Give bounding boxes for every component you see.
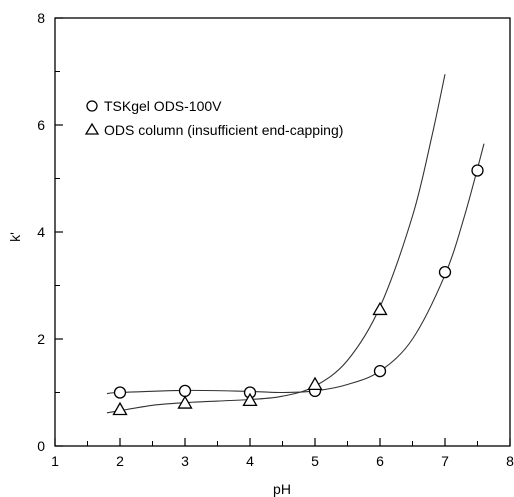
x-tick-label-7: 7 [441,453,449,469]
x-tick-label-8: 8 [506,453,514,469]
plot-area [54,17,511,447]
data-points [112,164,484,416]
legend-label-tskgel: TSKgel ODS-100V [104,98,222,114]
y-tick-label-8: 8 [37,10,45,26]
legend-label-ods: ODS column (insufficient end-capping) [104,122,343,138]
legend-circle-marker [86,100,98,112]
x-tick-label-5: 5 [311,453,319,469]
y-tick-label-2: 2 [37,331,45,347]
legend-triangle-marker [84,122,100,135]
y-tick-label-4: 4 [37,224,45,240]
data-point-triangle [177,395,193,409]
x-tick-label-1: 1 [51,453,59,469]
x-axis-title: pH [273,481,291,497]
data-point-triangle [372,301,388,316]
data-point-circle [113,386,127,399]
legend-item-ods: ODS column (insufficient end-capping) [84,122,343,138]
fit-curve-series-0 [106,143,485,395]
data-point-circle [438,265,452,279]
x-tick-label-2: 2 [116,453,124,469]
data-point-triangle [112,401,128,416]
data-point-circle [373,364,387,378]
y-axis-title: k' [7,232,23,242]
x-tick-label-3: 3 [181,453,189,469]
legend: TSKgel ODS-100V ODS column (insufficient… [84,98,343,138]
fit-curve-series-1 [106,74,446,414]
legend-item-tskgel: TSKgel ODS-100V [86,98,222,114]
data-point-circle [471,164,484,177]
axis-ticks [54,17,511,447]
x-tick-label-4: 4 [246,453,254,469]
data-point-triangle [242,392,258,407]
plot-frame [54,17,511,447]
data-point-triangle [307,376,323,390]
data-point-circle [178,384,192,398]
y-tick-label-0: 0 [37,438,45,454]
x-tick-label-6: 6 [376,453,384,469]
axis-tick-labels: 1 2 3 4 5 6 7 8 0 2 4 6 8 [37,10,514,469]
y-tick-label-6: 6 [37,117,45,133]
